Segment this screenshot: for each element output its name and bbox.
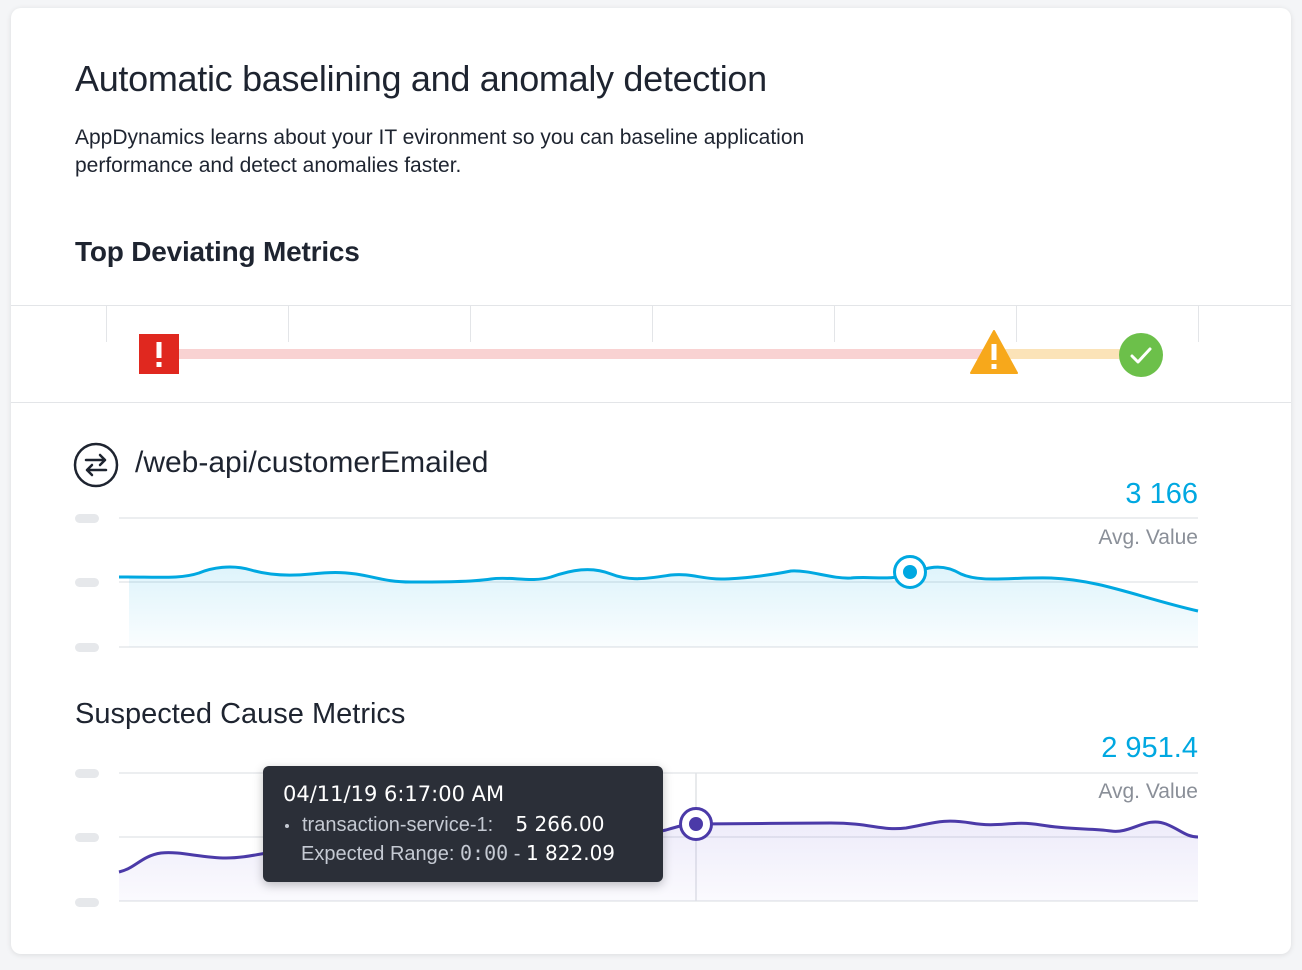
tooltip-date: 04/11/19 6:17:00 AM [283, 782, 505, 806]
page-description: AppDynamics learns about your IT evironm… [75, 126, 805, 177]
bullet-icon [285, 823, 289, 828]
check-icon[interactable] [1118, 332, 1164, 378]
metric-avg-label: Avg. Value [1098, 526, 1198, 549]
page-title: Automatic baselining and anomaly detecti… [75, 58, 767, 99]
timeline-tick [106, 306, 107, 342]
warning-icon[interactable] [969, 328, 1019, 376]
timeline-tick [288, 306, 289, 342]
chart-tooltip: 04/11/19 6:17:00 AM transaction-service-… [263, 766, 663, 882]
tooltip-range-low: 0:00 [460, 841, 509, 865]
tooltip-range-sep: - [513, 843, 521, 865]
error-icon[interactable] [139, 334, 179, 374]
tooltip-series-value: 5 266.00 [515, 812, 605, 836]
metric-chart[interactable] [11, 508, 1291, 658]
warning-track [1001, 349, 1141, 359]
y-axis-tick [75, 514, 99, 523]
metric-hover-dot [903, 565, 917, 579]
metric-area [129, 566, 1198, 647]
tooltip-range-row: Expected Range: 0:00 - 1 822.09 [301, 841, 615, 866]
timeline-tick [1198, 306, 1199, 342]
cause-avg-label: Avg. Value [1098, 780, 1198, 803]
tooltip-series-row: transaction-service-1: 5 266.00 [283, 812, 604, 837]
metric-avg-value: 3 166 [1125, 478, 1198, 510]
suspected-cause-title: Suspected Cause Metrics [75, 698, 406, 730]
y-axis-tick [75, 769, 99, 778]
y-axis-tick [75, 643, 99, 652]
y-axis-tick [75, 578, 99, 587]
tooltip-range-label: Expected Range: [301, 843, 455, 865]
critical-track [161, 349, 1001, 359]
y-axis-tick [75, 898, 99, 907]
y-axis-tick [75, 833, 99, 842]
timeline-tick [470, 306, 471, 342]
cause-hover-dot [689, 817, 703, 831]
anomaly-detection-card: Automatic baselining and anomaly detecti… [11, 8, 1291, 954]
tooltip-range-high: 1 822.09 [525, 841, 616, 865]
divider [11, 305, 1291, 306]
transfer-arrows-icon [73, 442, 119, 488]
timeline-tick [652, 306, 653, 342]
metric-name[interactable]: /web-api/customerEmailed [135, 446, 489, 479]
tooltip-series-label: transaction-service-1: [302, 814, 494, 836]
metric-line [118, 565, 1199, 613]
top-deviating-metrics-title: Top Deviating Metrics [75, 236, 360, 267]
timeline-tick [834, 306, 835, 342]
divider [11, 402, 1291, 403]
cause-avg-value: 2 951.4 [1101, 732, 1198, 764]
timeline-tick [1016, 306, 1017, 342]
